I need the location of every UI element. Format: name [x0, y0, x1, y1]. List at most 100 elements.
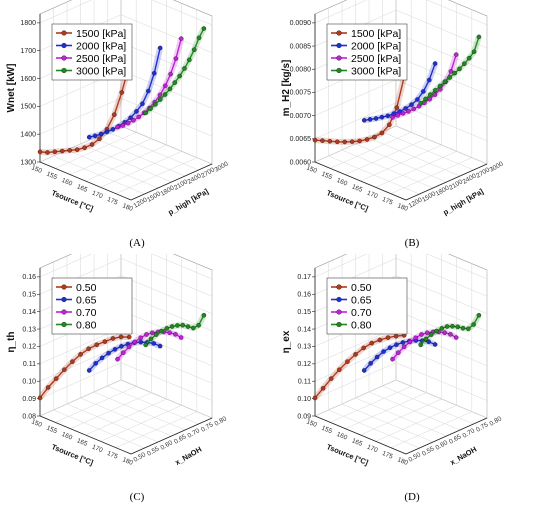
panel-a-data-point-3000-kpa	[201, 26, 207, 31]
panel-a-data-point-1500-kpa	[52, 149, 58, 155]
panel-d-data-point-0-70	[442, 330, 447, 335]
panel-c-x-axis-label: Tsource [°C]	[50, 442, 95, 467]
panel-a-data-point-3000-kpa	[191, 47, 197, 52]
panel-b-z-axis-label: m_H2 [kg/s]	[281, 60, 292, 117]
panel-a-legend-swatch-marker	[61, 30, 67, 36]
panel-b-data-point-3000-kpa	[466, 55, 472, 61]
panel-b-z-tick-label: 0.0065	[290, 136, 312, 143]
panel-c-data-point-0-80	[164, 326, 170, 331]
panel-d-z-tick-label: 0.12	[297, 361, 311, 368]
panel-d-data-point-0-50	[345, 359, 350, 364]
panel-c-data-point-0-50	[45, 385, 51, 390]
panel-b-data-point-2500-kpa	[453, 52, 459, 57]
panel-c-data-point-0-80	[148, 336, 154, 342]
panel-d-x-axis	[314, 415, 407, 455]
panel-d-x-axis-label: Tsource [°C]	[325, 442, 370, 467]
panel-b-data-point-1500-kpa	[394, 105, 399, 110]
panel-b-x-tick-label: 155	[320, 171, 333, 182]
panel-a-data-point-2500-kpa	[120, 123, 126, 128]
panel-b-z-tick-label: 0.0090	[290, 20, 312, 27]
panel-d-x-tick-label: 165	[351, 437, 364, 448]
panel-d-legend-label: 0.70	[351, 307, 372, 319]
panel-a-data-point-3000-kpa	[177, 73, 182, 79]
panel-b-x-tick-label: 180	[396, 202, 409, 213]
panel-b-data-point-1500-kpa	[320, 138, 325, 143]
panel-d-data-point-0-80	[466, 326, 471, 332]
panel-c-data-point-0-50	[110, 336, 116, 341]
panel-a-data-point-1500-kpa	[112, 112, 117, 117]
panel-c-data-point-0-50	[94, 342, 100, 348]
panel-a-data-point-1500-kpa	[60, 148, 65, 154]
panel-d-y-tick-label: 0.55	[421, 445, 436, 458]
panel-a: 1300 1400 1500 1600 1700 1800 150 155 160 165 170 1…	[0, 0, 275, 254]
panel-c-data-point-0-80	[143, 342, 148, 348]
panel-d-z-tick-label: 0.16	[297, 292, 311, 299]
panel-d-data-point-0-65	[400, 340, 406, 345]
panel-a-data-point-1500-kpa	[97, 136, 102, 142]
panel-a-data-point-2500-kpa	[136, 114, 142, 120]
panel-c-data-point-0-70	[115, 357, 120, 362]
panel-b-data-point-2500-kpa	[395, 113, 401, 118]
panel-a-data-point-2500-kpa	[178, 36, 184, 41]
panel-c-data-point-0-80	[201, 312, 207, 318]
panel-c-z-tick-label: 0.15	[22, 292, 36, 299]
panel-d-y-tick-label: 0.75	[475, 421, 490, 434]
panel-d-data-point-0-70	[390, 357, 395, 362]
panel-a-data-point-2000-kpa	[146, 88, 151, 94]
panel-c-legend-swatch-marker	[61, 309, 67, 315]
panel-a-data-point-2000-kpa	[104, 129, 110, 135]
panel-d-data-point-0-50	[337, 367, 342, 372]
panel-b-data-point-2000-kpa	[361, 118, 367, 123]
panel-a-data-point-2000-kpa	[98, 131, 104, 137]
panel-c-legend-swatch-marker	[61, 321, 67, 328]
panel-a-data-point-2000-kpa	[157, 45, 163, 51]
panel-b-data-point-1500-kpa	[342, 139, 347, 145]
panel-c-y-tick-label: 0.80	[214, 415, 229, 428]
panel-b-data-point-3000-kpa	[452, 70, 457, 76]
panel-b-legend-swatch-marker	[336, 42, 342, 49]
panel-b-x-axis-label: Tsource [°C]	[325, 188, 370, 213]
panel-c-panel-label: (C)	[130, 491, 145, 503]
panel-d-data-point-0-70	[396, 350, 401, 355]
panel-b-legend-swatch-marker	[336, 55, 342, 61]
panel-b-data-point-2000-kpa	[403, 106, 408, 111]
panel-c-y-tick-label: 0.55	[146, 445, 161, 458]
panel-d-data-point-0-50	[328, 376, 334, 381]
panel-a-legend-label: 2000 [kPa]	[76, 40, 126, 52]
panel-b: 0.0060 0.0065 0.0070 0.0075 0.0080 0.0085 0.00…	[275, 0, 550, 254]
panel-d-x-tick-label: 155	[320, 425, 333, 436]
panel-c-data-point-0-50	[78, 352, 83, 357]
panel-d-data-point-0-80	[434, 328, 439, 334]
panel-b-data-point-2000-kpa	[421, 89, 426, 94]
panel-d-data-point-0-80	[439, 326, 445, 331]
panel-a-x-axis	[39, 161, 132, 201]
panel-c-z-axis-label: η_th	[6, 331, 17, 352]
panel-c-z-tick-label: 0.14	[22, 309, 36, 316]
panel-c-data-point-0-65	[119, 344, 124, 349]
panel-d-data-point-0-80	[423, 336, 429, 342]
panel-d-z-tick-label: 0.15	[297, 309, 311, 316]
panel-a-data-point-1500-kpa	[119, 90, 124, 95]
panel-a-x-tick-label: 180	[121, 202, 134, 213]
panel-a-x-tick-label: 150	[30, 164, 43, 175]
panel-b-z-tick-label: 0.0070	[290, 113, 312, 120]
panel-c-data-point-0-50	[70, 359, 75, 364]
panel-b-panel-label: (B)	[405, 237, 420, 249]
panel-c-data-point-0-50	[86, 346, 91, 351]
panel-c-legend-label: 0.70	[76, 307, 97, 319]
panel-c-x-axis	[39, 415, 132, 455]
panel-d-data-point-0-70	[419, 332, 424, 337]
panel-d-data-point-0-65	[381, 349, 386, 354]
panel-d-y-tick-label: 0.60	[435, 439, 450, 452]
panel-d-data-point-0-50	[377, 337, 383, 343]
panel-c: 0.08 0.09 0.10 0.11 0.12 0.13 0.14 0.15 0.16 150 1…	[0, 254, 275, 508]
panel-a-data-point-3000-kpa	[167, 86, 173, 92]
panel-b-data-point-2000-kpa	[379, 114, 385, 120]
panel-c-x-tick-label: 150	[30, 418, 43, 429]
panel-a-data-point-3000-kpa	[157, 97, 163, 102]
chart-a: 1300140015001600170018001501551601651701…	[6, 0, 230, 249]
panel-a-data-point-3000-kpa	[187, 57, 192, 63]
panel-d-data-point-0-65	[361, 368, 367, 373]
panel-d-y-tick-label: 0.70	[462, 427, 477, 440]
panel-b-data-point-2000-kpa	[409, 102, 414, 107]
